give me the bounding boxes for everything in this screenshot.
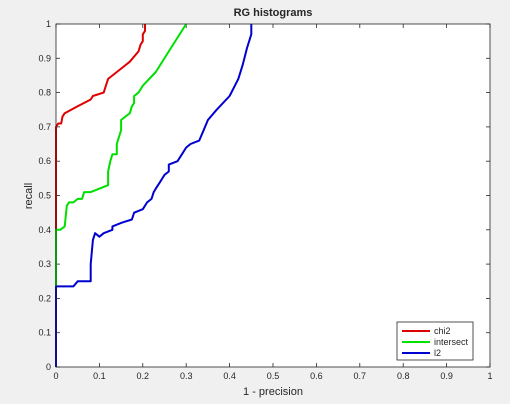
- legend-label-chi2: chi2: [434, 326, 451, 336]
- axis-ticks: 0 0.1 0.2 0.3 0.4 0.5 0.6 0.7 0.8 0.9 1 0 0.1 0.2 0.3 0…: [38, 19, 492, 381]
- plot-area: [56, 24, 490, 367]
- x-tick-label: 0.3: [180, 371, 193, 381]
- y-tick-label: 0.8: [38, 88, 51, 98]
- series-lines: [55, 23, 253, 367]
- y-tick-label: 0.3: [38, 259, 51, 269]
- series-line-l2: [55, 24, 253, 367]
- y-tick-label: 1: [46, 19, 51, 29]
- y-tick-label: 0.1: [38, 328, 51, 338]
- x-tick-label: 0.4: [223, 371, 236, 381]
- legend-label-l2: l2: [434, 348, 441, 358]
- x-tick-label: 0.9: [440, 371, 453, 381]
- x-tick-label: 0.2: [137, 371, 150, 381]
- y-tick-label: 0.7: [38, 122, 51, 132]
- y-tick-label: 0.6: [38, 156, 51, 166]
- y-tick-label: 0.9: [38, 53, 51, 63]
- y-axis-label: recall: [23, 183, 35, 209]
- plot-frame: [55, 23, 491, 368]
- x-tick-label: 1: [487, 371, 492, 381]
- legend-label-intersect: intersect: [434, 337, 469, 347]
- x-tick-label: 0.1: [93, 371, 106, 381]
- y-tick-label: 0: [46, 362, 51, 372]
- series-line-chi2: [55, 24, 146, 367]
- x-tick-label: 0: [53, 371, 58, 381]
- x-tick-label: 0.6: [310, 371, 323, 381]
- x-tick-label: 0.5: [267, 371, 280, 381]
- y-tick-label: 0.5: [38, 191, 51, 201]
- y-tick-label: 0.2: [38, 293, 51, 303]
- y-tick-label: 0.4: [38, 225, 51, 235]
- x-tick-label: 0.8: [397, 371, 410, 381]
- x-tick-label: 0.7: [354, 371, 367, 381]
- x-axis-label: 1 - precision: [243, 386, 303, 398]
- series-line-intersect: [55, 23, 188, 367]
- chart-title: RG histograms: [234, 7, 313, 19]
